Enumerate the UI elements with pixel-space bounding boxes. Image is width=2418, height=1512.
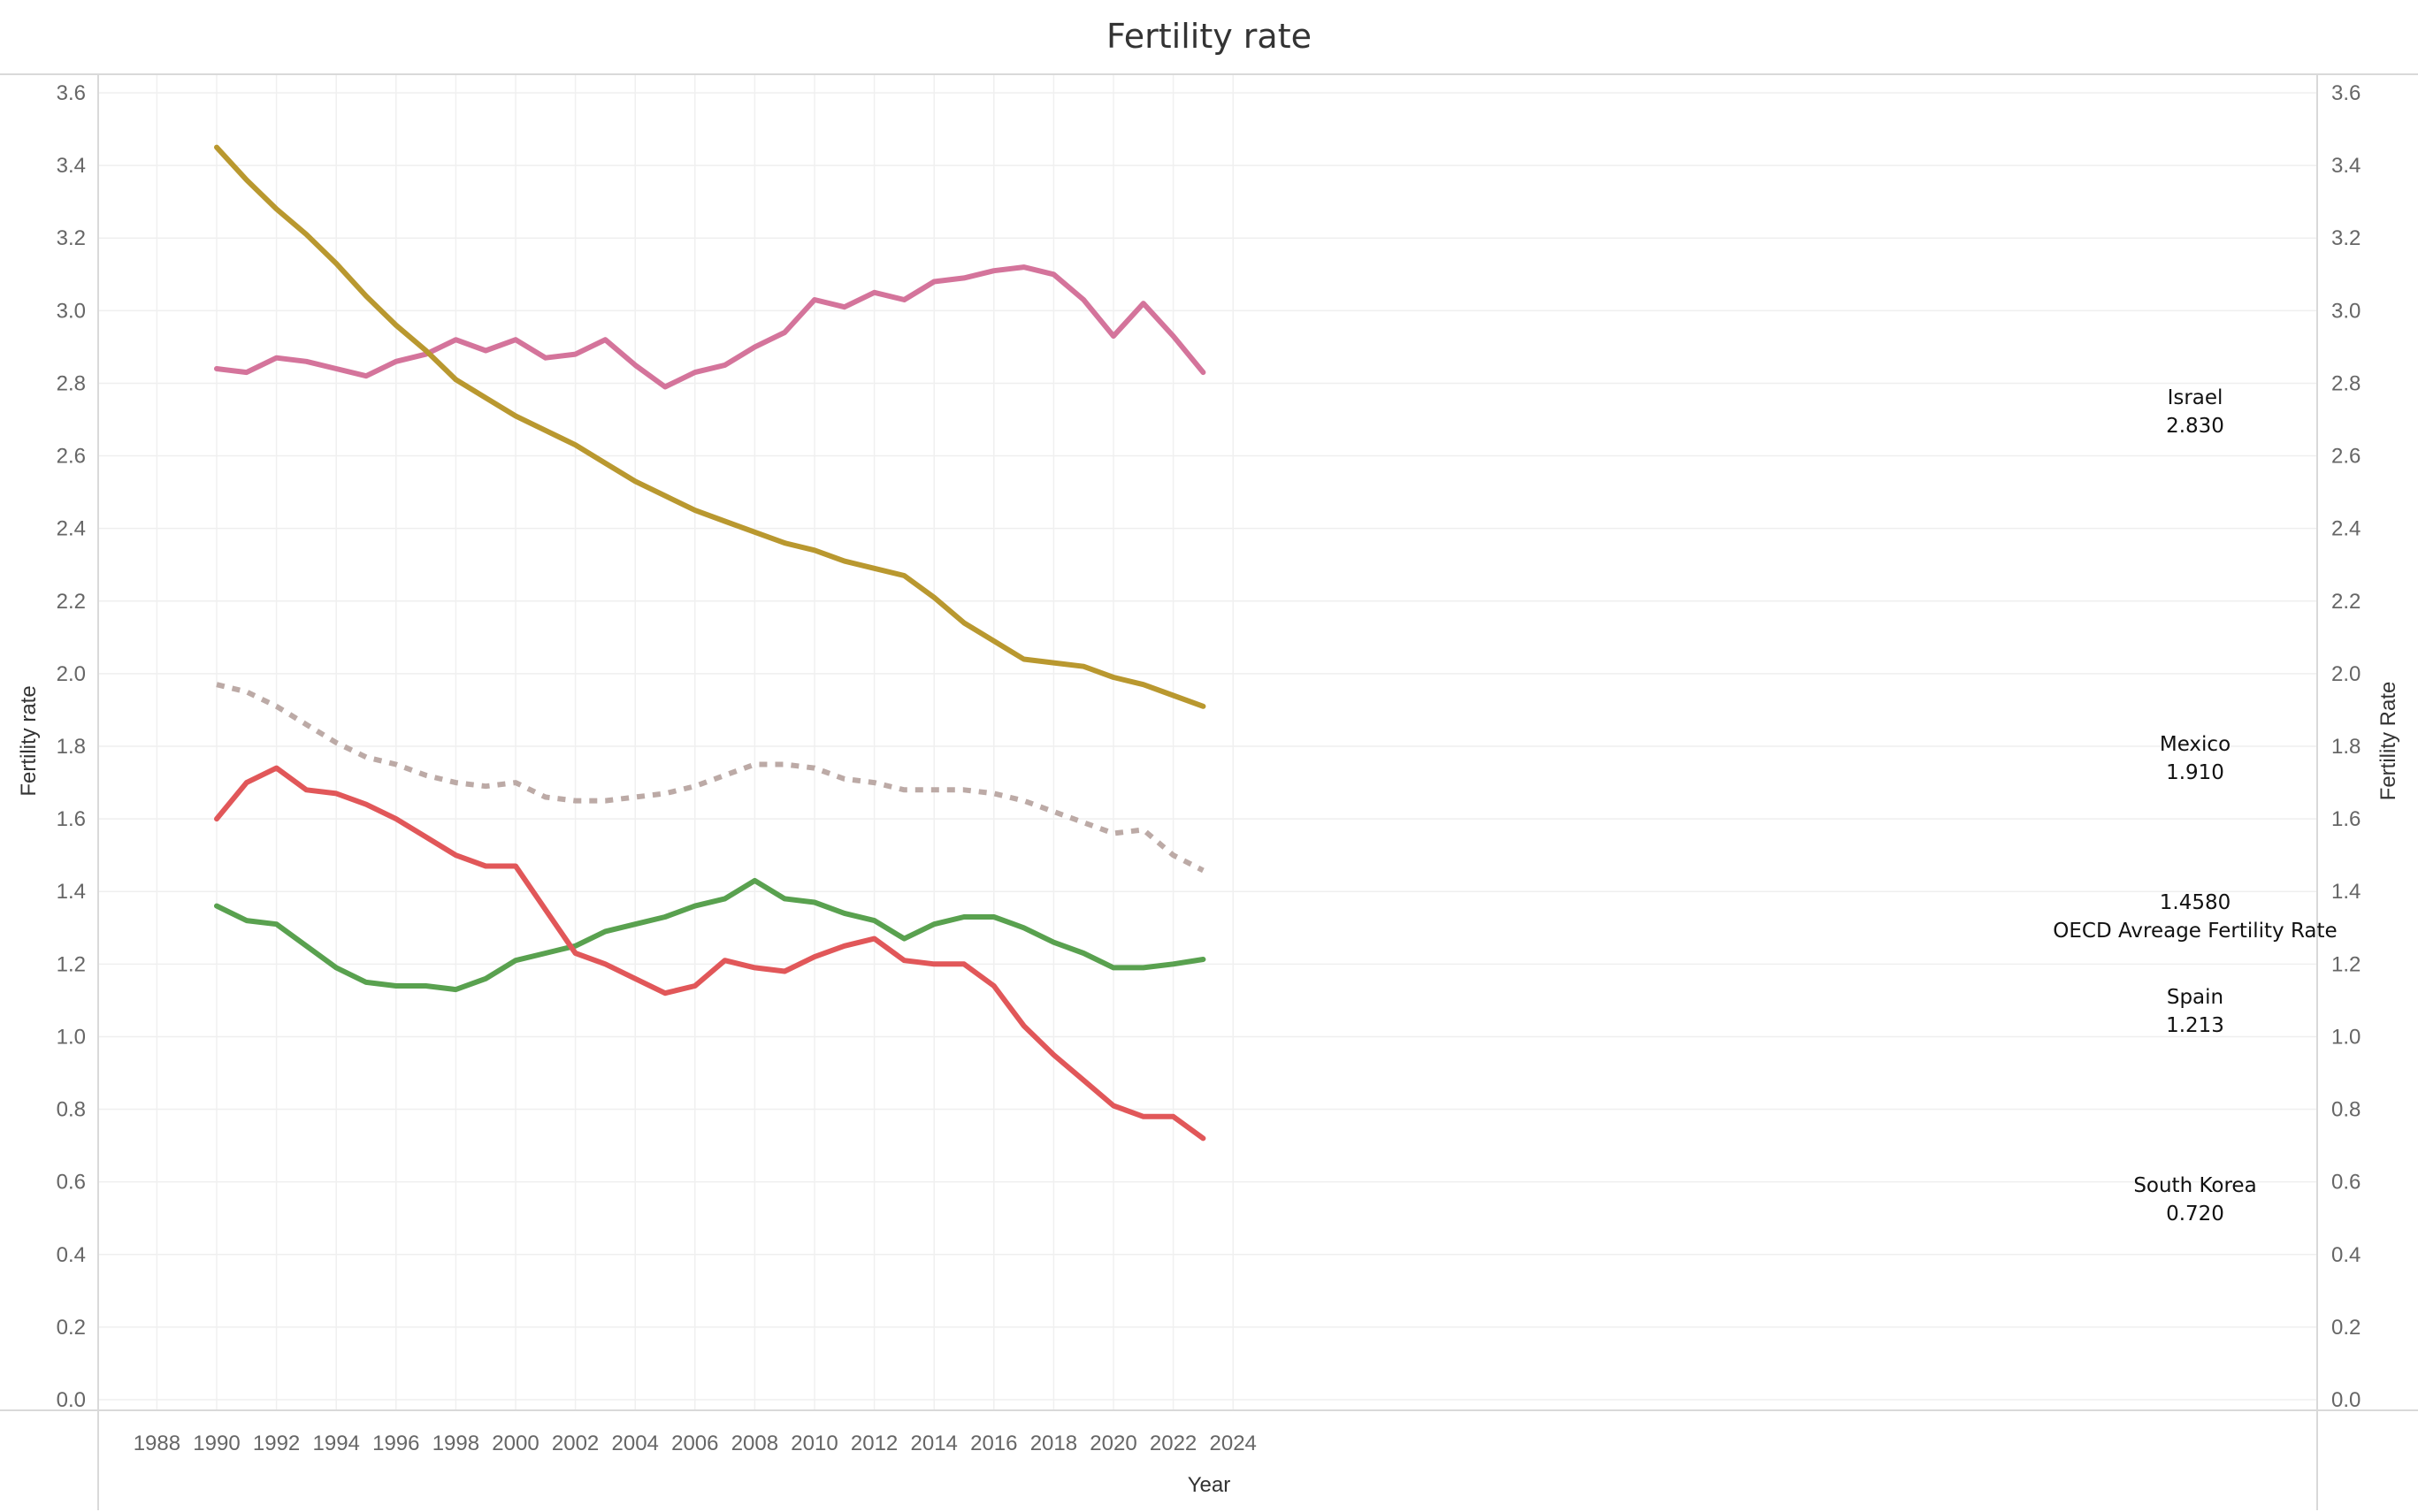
gridlines xyxy=(98,74,2317,1410)
series-line-mexico xyxy=(214,144,1206,709)
x-tick-label: 1994 xyxy=(313,1432,360,1455)
x-tick-label: 2024 xyxy=(1210,1432,1257,1455)
end-label-value-israel: 2.830 xyxy=(2166,415,2224,438)
y-tick-label-left: 1.8 xyxy=(57,735,86,759)
tick-labels: 0.0 0.00.2 0.20.4 0.40.6 0.60.8 0.81.0 1.01.2 1… xyxy=(57,81,2361,1455)
y-tick-label-right: 3.2 xyxy=(2331,226,2361,250)
x-tick-label: 2020 xyxy=(1090,1432,1136,1455)
x-tick-label: 1996 xyxy=(372,1432,419,1455)
y-tick-label-right: 0.4 xyxy=(2331,1243,2361,1267)
x-tick-label: 2016 xyxy=(970,1432,1017,1455)
y-tick-label-right: 1.0 xyxy=(2331,1025,2361,1049)
x-tick-label: 1988 xyxy=(134,1432,180,1455)
end-label-value-mexico: 1.910 xyxy=(2166,761,2224,784)
x-tick-label: 2018 xyxy=(1030,1432,1077,1455)
series-line-south-korea xyxy=(214,765,1206,1142)
y-tick-label-right: 3.6 xyxy=(2331,81,2361,105)
x-tick-label: 2010 xyxy=(791,1432,838,1455)
y-tick-label-left: 3.4 xyxy=(57,154,86,178)
series-lines xyxy=(214,144,1206,1142)
x-tick-label: 2002 xyxy=(552,1432,599,1455)
plot-frame xyxy=(0,73,2418,1510)
end-label-name-mexico: Mexico xyxy=(2160,733,2231,756)
y-tick-label-right: 1.2 xyxy=(2331,952,2361,976)
x-tick-label: 2000 xyxy=(492,1432,539,1455)
y-tick-label-right: 3.4 xyxy=(2331,154,2361,178)
x-tick-label: 2004 xyxy=(612,1432,659,1455)
y-tick-label-right: 2.8 xyxy=(2331,371,2361,395)
y-tick-label-right: 2.2 xyxy=(2331,590,2361,614)
x-tick-label: 2014 xyxy=(911,1432,958,1455)
x-tick-label: 2022 xyxy=(1150,1432,1197,1455)
y-axis-title-right: Fertility Rate xyxy=(2376,682,2400,801)
y-tick-label-right: 2.0 xyxy=(2331,662,2361,686)
y-axis-title-left: Fertility rate xyxy=(17,685,41,796)
y-tick-label-left: 2.6 xyxy=(57,445,86,469)
chart-title: Fertility rate xyxy=(1106,17,1312,56)
y-tick-label-right: 0.8 xyxy=(2331,1098,2361,1122)
y-tick-label-right: 1.4 xyxy=(2331,880,2361,904)
y-tick-label-left: 3.2 xyxy=(57,226,86,250)
y-tick-label-right: 0.6 xyxy=(2331,1171,2361,1195)
y-tick-label-left: 3.0 xyxy=(57,299,86,323)
y-tick-label-left: 0.6 xyxy=(57,1171,86,1195)
y-tick-label-right: 2.4 xyxy=(2331,517,2361,541)
y-tick-label-left: 3.6 xyxy=(57,81,86,105)
y-tick-label-right: 1.6 xyxy=(2331,807,2361,831)
end-label-name-oecd-avreage-fertility-rate: OECD Avreage Fertility Rate xyxy=(2053,920,2337,943)
y-tick-label-left: 0.4 xyxy=(57,1243,86,1267)
x-tick-label: 1992 xyxy=(253,1432,300,1455)
x-tick-label: 2008 xyxy=(731,1432,778,1455)
y-tick-label-right: 1.8 xyxy=(2331,735,2361,759)
series-line-spain xyxy=(214,877,1206,993)
y-tick-label-right: 3.0 xyxy=(2331,299,2361,323)
end-labels: Israel 2.830 Mexico 1.910 OECD Avreage Ferti… xyxy=(2053,386,2337,1226)
y-tick-label-left: 0.8 xyxy=(57,1098,86,1122)
end-label-value-oecd-avreage-fertility-rate: 1.4580 xyxy=(2160,891,2231,914)
x-tick-label: 1998 xyxy=(432,1432,479,1455)
y-tick-label-left: 2.0 xyxy=(57,662,86,686)
end-label-value-spain: 1.213 xyxy=(2166,1014,2224,1037)
end-label-name-south-korea: South Korea xyxy=(2133,1174,2256,1197)
x-tick-label: 1990 xyxy=(193,1432,240,1455)
y-tick-label-right: 0.2 xyxy=(2331,1316,2361,1340)
y-tick-label-left: 0.2 xyxy=(57,1316,86,1340)
series-line-oecd-avreage-fertility-rate xyxy=(216,682,1205,874)
y-tick-label-left: 2.2 xyxy=(57,590,86,614)
y-tick-label-left: 1.0 xyxy=(57,1025,86,1049)
end-label-name-spain: Spain xyxy=(2167,986,2223,1009)
series-line-israel xyxy=(214,264,1206,390)
y-tick-label-right: 2.6 xyxy=(2331,445,2361,469)
end-label-name-israel: Israel xyxy=(2168,386,2223,409)
y-tick-label-left: 1.6 xyxy=(57,807,86,831)
y-tick-label-left: 2.4 xyxy=(57,517,86,541)
y-tick-label-left: 2.8 xyxy=(57,371,86,395)
y-tick-label-left: 1.2 xyxy=(57,952,86,976)
x-axis-title: Year xyxy=(1188,1473,1231,1497)
y-tick-label-right: 0.0 xyxy=(2331,1388,2361,1412)
y-tick-label-left: 0.0 xyxy=(57,1388,86,1412)
x-tick-label: 2006 xyxy=(671,1432,718,1455)
y-tick-label-left: 1.4 xyxy=(57,880,86,904)
end-label-value-south-korea: 0.720 xyxy=(2166,1203,2224,1226)
x-tick-label: 2012 xyxy=(851,1432,898,1455)
